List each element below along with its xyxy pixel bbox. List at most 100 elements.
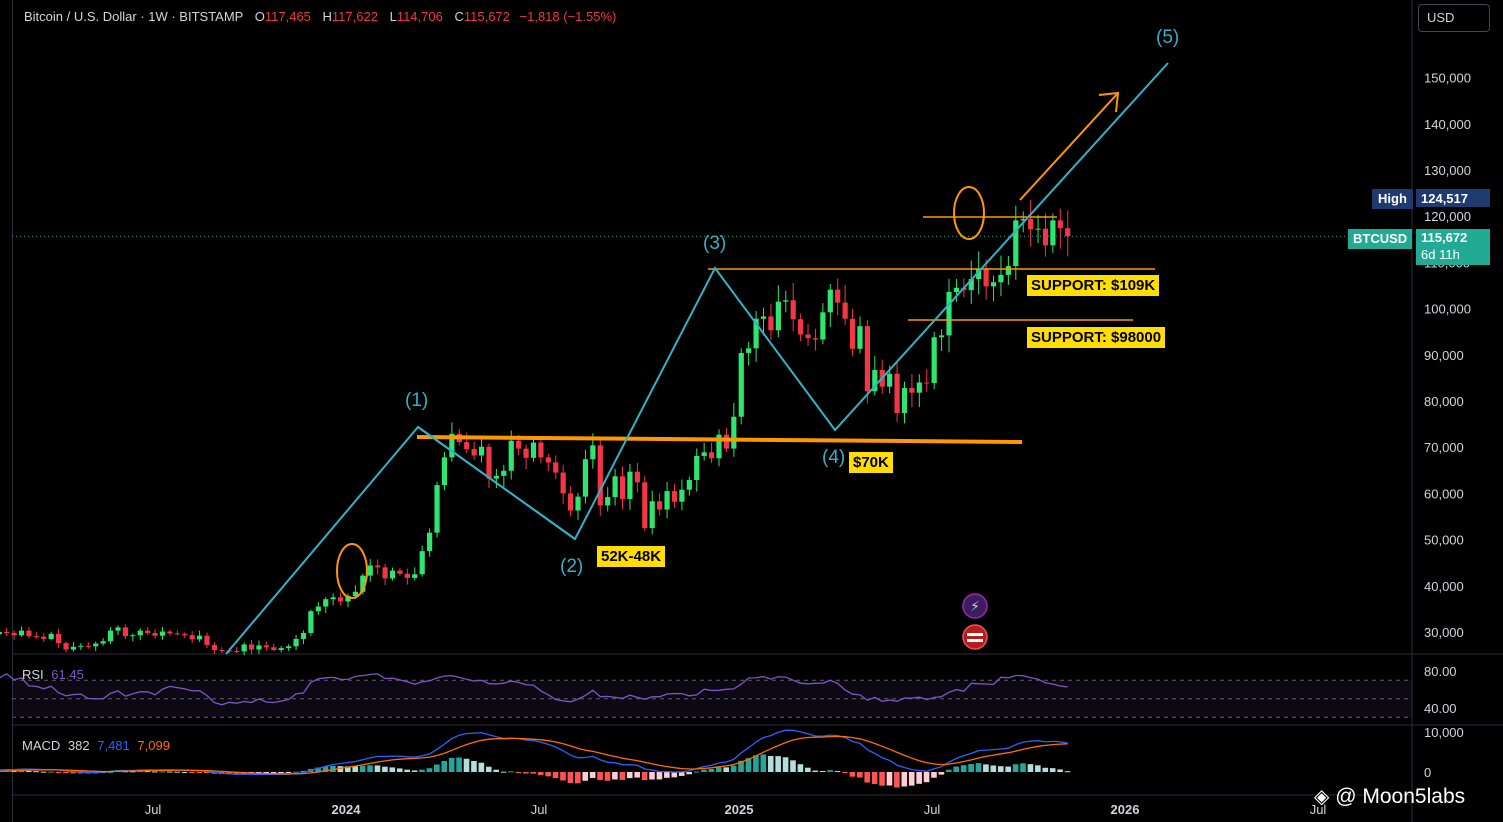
candle-body — [894, 373, 900, 414]
macd-histogram-bar — [152, 771, 158, 773]
macd-label: MACD — [22, 738, 61, 753]
x-tick-label: 2024 — [332, 802, 362, 817]
candle-body — [938, 335, 945, 338]
candle-body — [746, 348, 752, 353]
rsi-legend: RSI 61.45 — [22, 667, 84, 682]
candle-body — [464, 442, 470, 450]
candle-body — [657, 501, 663, 510]
wave-segment — [417, 426, 576, 540]
close-label: C — [454, 9, 464, 24]
macd-histogram-bar — [1035, 765, 1041, 772]
high-value: 117,622 — [331, 9, 378, 24]
macd-histogram-bar — [55, 772, 62, 773]
candle-body — [1050, 220, 1056, 246]
macd-histogram-bar — [975, 763, 982, 772]
macd-histogram-bar — [374, 765, 381, 772]
wave-4-label: (4) — [822, 447, 846, 468]
candle-body — [1020, 218, 1026, 221]
macd-histogram-bar — [485, 766, 492, 772]
candle-body — [686, 480, 692, 490]
candle-body — [293, 638, 299, 647]
candles-group — [0, 199, 1071, 656]
candle-body — [4, 632, 10, 633]
candle-body — [360, 575, 366, 592]
candle-body — [508, 440, 514, 471]
candle-body — [805, 334, 811, 339]
macd-histogram-bar — [931, 772, 937, 778]
macd-histogram-bar — [18, 770, 25, 772]
macd-histogram-bar — [456, 757, 462, 772]
flag-stripe-icon — [967, 633, 983, 636]
candle-body — [530, 442, 537, 458]
candle-body — [560, 472, 566, 494]
macd-histogram-bar — [567, 772, 574, 783]
rsi-tick-label: 80.00 — [1424, 664, 1457, 679]
macd-histogram-bar — [166, 771, 173, 773]
x-tick-label: Jul — [145, 802, 162, 817]
candle-body — [516, 440, 522, 449]
macd-histogram-bar — [70, 772, 77, 774]
macd-histogram-bar — [760, 754, 767, 772]
candle-body — [998, 274, 1004, 283]
candle-body — [189, 635, 195, 640]
candle-body — [434, 485, 440, 533]
macd-histogram-bar — [886, 772, 893, 786]
macd-histogram-bar — [508, 771, 514, 773]
candle-body — [0, 632, 2, 635]
candle-body — [634, 471, 640, 483]
currency-button[interactable]: USD — [1418, 4, 1490, 32]
binance-logo-icon: ◈ — [1314, 786, 1330, 808]
macd-histogram-bar — [953, 766, 960, 772]
macd-histogram-bar — [196, 772, 203, 773]
macd-histogram-bar — [575, 772, 581, 784]
macd-histogram-bar — [916, 772, 922, 784]
last-price-tag: 115,672 6d 11h — [1416, 229, 1490, 265]
candle-body — [345, 595, 351, 602]
candle-body — [323, 599, 329, 607]
candle-body — [820, 312, 826, 340]
candle-body — [597, 445, 603, 506]
candle-body — [159, 631, 166, 636]
macd-histogram-bar — [827, 770, 833, 772]
candle-body — [204, 635, 210, 645]
macd-histogram-bar — [693, 771, 700, 773]
candle-body — [731, 416, 737, 449]
candle-body — [271, 647, 277, 651]
candle-body — [501, 470, 507, 476]
y-tick-label: 150,000 — [1424, 71, 1471, 86]
candle-body — [642, 482, 648, 529]
candle-body — [694, 455, 700, 481]
macd-histogram-bar — [790, 760, 796, 772]
high-tag-label: High — [1372, 189, 1413, 209]
macd-legend: MACD 382 7,481 7,099 — [22, 738, 170, 753]
macd-histogram-bar — [649, 772, 655, 780]
y-tick-label: 90,000 — [1424, 348, 1464, 363]
last-price-value: 115,672 — [1421, 230, 1468, 245]
macd-tick-label: 10,000 — [1424, 725, 1464, 740]
macd-histogram-bar — [382, 766, 388, 772]
candle-body — [775, 301, 781, 331]
candle-body — [553, 462, 559, 473]
macd-histogram-bar — [322, 766, 329, 772]
candle-body — [11, 632, 17, 636]
macd-histogram-bar — [782, 757, 789, 772]
candle-body — [211, 644, 218, 651]
candle-body — [605, 497, 611, 506]
candle-body — [916, 382, 922, 393]
candle-body — [182, 633, 188, 636]
candle-body — [567, 493, 574, 511]
wave-3-label: (3) — [703, 233, 727, 254]
candle-body — [63, 643, 69, 650]
candle-body — [612, 476, 618, 498]
rsi-label: RSI — [22, 667, 44, 682]
x-tick-label: Jul — [1310, 802, 1327, 817]
y-tick-label: 120,000 — [1424, 209, 1471, 224]
candle-body — [590, 445, 596, 460]
macd-histogram-bar — [604, 772, 611, 781]
macd-histogram-bar — [715, 767, 722, 772]
candle-body — [1042, 228, 1049, 246]
macd-histogram-bar — [189, 772, 195, 773]
candle-body — [798, 319, 804, 335]
macd-histogram-bar — [419, 769, 425, 772]
